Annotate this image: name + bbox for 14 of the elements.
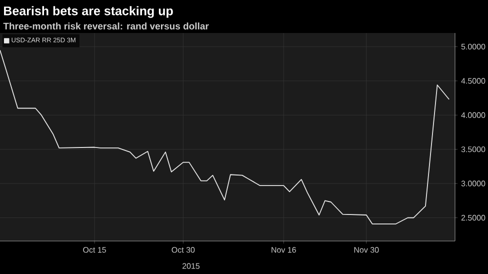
y-tick-label: 3.5000 [461,146,486,152]
y-tick-label: 5.0000 [461,44,486,50]
x-tick-label: Oct 15 [83,247,106,253]
x-tick-label: Nov 16 [272,247,296,253]
x-tick-label: Oct 30 [172,247,195,253]
chart-subtitle: Three-month risk reversal: rand versus dollar [3,22,209,30]
chart-title: Bearish bets are stacking up [4,6,173,18]
y-tick-label: 2.5000 [461,214,486,221]
x-tick-label: Nov 30 [354,247,379,253]
line-series [0,50,450,224]
y-tick-label: 3.0000 [461,180,486,186]
y-tick-label: 4.0000 [461,112,486,118]
y-tick-label: 4.5000 [461,78,486,84]
text: 2015 [182,263,200,269]
